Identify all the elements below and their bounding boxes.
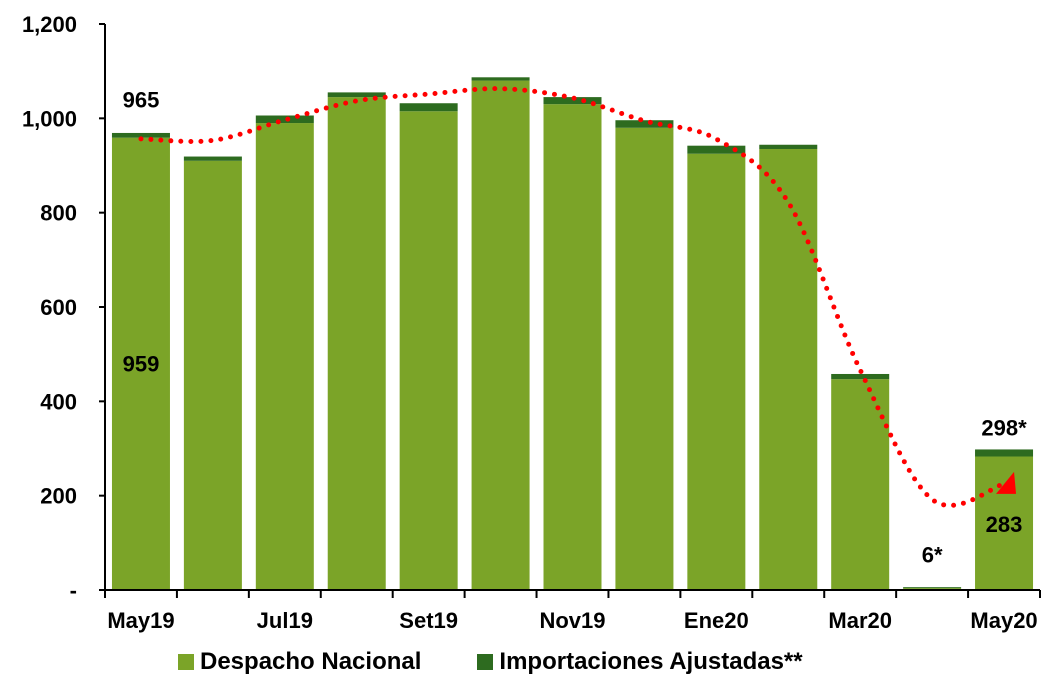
bar-despacho-nov19 — [543, 104, 602, 590]
bar-despacho-may20 — [975, 456, 1034, 590]
bar-importaciones-jun19 — [183, 156, 242, 161]
bar-despacho-oct19 — [471, 80, 530, 590]
x-tick-label: Jul19 — [257, 608, 313, 633]
bar-importaciones-may19 — [111, 132, 170, 138]
bar-importaciones-ene20 — [687, 145, 746, 154]
trend-arrowhead — [996, 471, 1017, 494]
bar-importaciones-oct19 — [471, 77, 530, 81]
legend-swatch-despacho-nacional — [178, 654, 194, 670]
legend: Despacho Nacional Importaciones Ajustada… — [178, 648, 859, 676]
y-tick-label: 800 — [40, 201, 77, 226]
y-tick-label: 1,000 — [22, 106, 77, 131]
x-tick-label: May20 — [970, 608, 1037, 633]
bar-despacho-feb20 — [759, 148, 818, 590]
legend-swatch-importaciones-ajustadas — [477, 654, 494, 670]
x-tick-label: Mar20 — [828, 608, 892, 633]
bar-importaciones-set19 — [399, 103, 458, 112]
data-label: 965 — [123, 87, 160, 112]
y-tick-label: 600 — [40, 295, 77, 320]
legend-label-importaciones-ajustadas: Importaciones Ajustadas** — [499, 648, 803, 675]
bar-despacho-may19 — [111, 137, 170, 590]
x-tick-label: Set19 — [399, 608, 458, 633]
bar-importaciones-may20 — [975, 449, 1034, 457]
x-tick-label: May19 — [107, 608, 174, 633]
bar-importaciones-mar20 — [831, 373, 890, 380]
data-label: 283 — [986, 512, 1023, 537]
y-tick-label: 1,200 — [22, 12, 77, 37]
bar-despacho-dic19 — [615, 127, 674, 591]
legend-item-importaciones-ajustadas: Importaciones Ajustadas** — [477, 648, 803, 676]
bar-importaciones-dic19 — [615, 120, 674, 128]
legend-item-despacho-nacional: Despacho Nacional — [178, 648, 421, 676]
y-tick-label: - — [70, 578, 77, 603]
bar-despacho-jul19 — [255, 123, 314, 591]
bar-despacho-mar20 — [831, 379, 890, 590]
bar-importaciones-nov19 — [543, 97, 602, 105]
data-label: 6* — [922, 543, 943, 568]
bar-despacho-set19 — [399, 111, 458, 590]
bar-importaciones-feb20 — [759, 144, 818, 149]
bar-despacho-ene20 — [687, 153, 746, 591]
x-tick-label: Ene20 — [684, 608, 749, 633]
bar-despacho-ago19 — [327, 97, 386, 590]
bar-importaciones-jul19 — [255, 115, 314, 124]
bar-importaciones-ago19 — [327, 92, 386, 98]
legend-label-despacho-nacional: Despacho Nacional — [200, 648, 422, 675]
bar-despacho-jun19 — [183, 160, 242, 591]
bar-importaciones-abr20 — [903, 587, 962, 589]
x-tick-label: Nov19 — [539, 608, 605, 633]
y-tick-label: 200 — [40, 484, 77, 509]
data-label: 959 — [123, 352, 160, 377]
data-label: 298* — [981, 415, 1027, 440]
y-tick-label: 400 — [40, 389, 77, 414]
